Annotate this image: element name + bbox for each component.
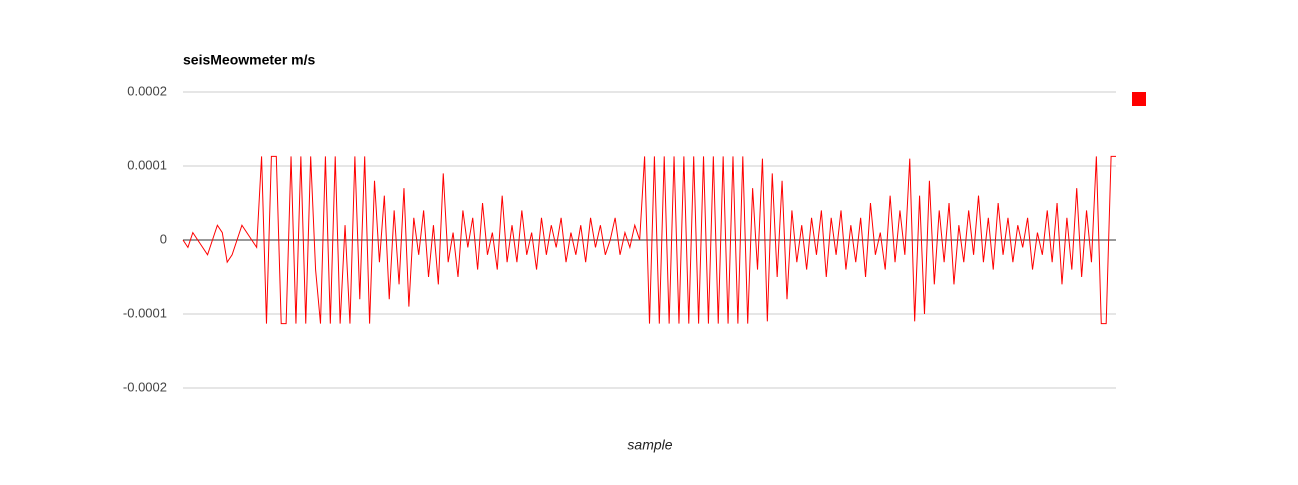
y-tick-label: -0.0002 xyxy=(123,379,167,394)
data-line xyxy=(182,155,1116,325)
x-axis-label: sample xyxy=(627,437,672,453)
y-tick-label: 0 xyxy=(160,231,167,246)
y-tick-label: 0.0002 xyxy=(127,83,167,98)
y-tick-label: 0.0001 xyxy=(127,157,167,172)
legend-swatch xyxy=(1132,92,1146,106)
chart-title: seisMeowmeter m/s xyxy=(183,52,315,68)
y-tick-label: -0.0001 xyxy=(123,305,167,320)
